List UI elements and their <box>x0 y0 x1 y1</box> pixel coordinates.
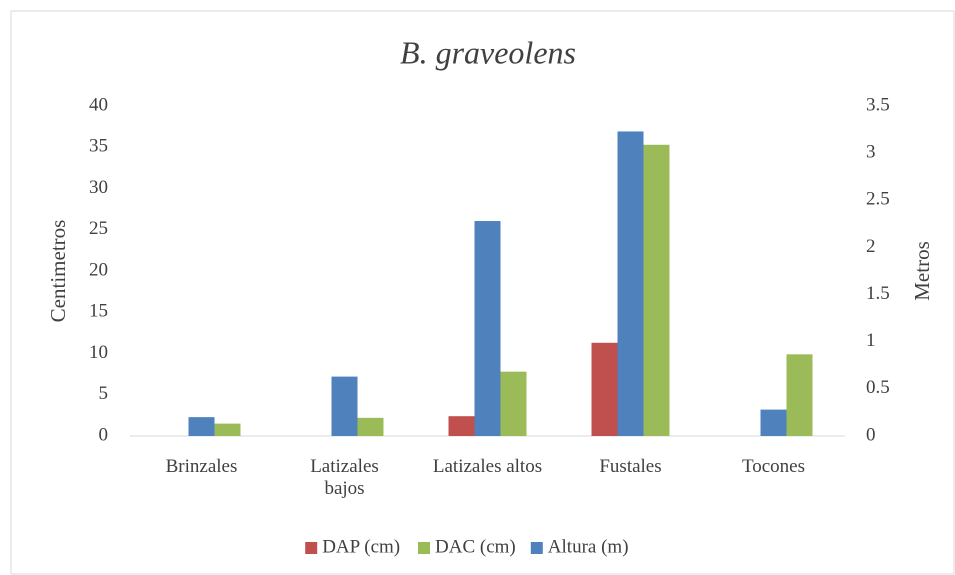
y-tick-label: 20 <box>89 259 108 280</box>
x-tick-label: Latizales bajos <box>310 456 379 499</box>
y2-axis-title: Metros <box>910 241 934 301</box>
chart-title: B. graveolens <box>400 34 576 70</box>
legend-swatch <box>530 542 543 554</box>
bar <box>214 423 241 436</box>
x-tick-label: Brinzales <box>165 456 238 477</box>
bar <box>474 221 501 436</box>
bar <box>331 376 358 436</box>
y2-tick-label: 1 <box>866 330 876 351</box>
y2-tick-label: 3 <box>866 142 876 163</box>
y-tick-label: 30 <box>89 177 108 198</box>
bar <box>786 354 813 436</box>
x-tick-label: Fustales <box>599 456 662 477</box>
y-tick-label: 0 <box>99 424 109 445</box>
x-tick-label: Tocones <box>741 456 806 477</box>
legend-label: DAC (cm) <box>435 536 516 557</box>
legend-label: DAP (cm) <box>322 536 400 557</box>
y-tick-label: 5 <box>99 383 109 404</box>
legend-swatch <box>305 542 318 554</box>
y-tick-label: 35 <box>89 136 108 157</box>
bar <box>500 371 527 436</box>
bar <box>760 409 787 436</box>
y2-tick-label: 1.5 <box>866 283 890 304</box>
y-tick-label: 10 <box>89 342 108 363</box>
y-tick-label: 40 <box>89 94 108 115</box>
y2-tick-label: 0 <box>866 424 876 445</box>
y-tick-label: 15 <box>89 301 108 322</box>
bar <box>448 416 475 436</box>
y2-tick-label: 0.5 <box>866 377 890 398</box>
bar <box>617 131 644 436</box>
bar <box>643 144 670 436</box>
bar <box>357 417 384 436</box>
y-tick-label: 25 <box>89 218 108 239</box>
legend-label: Altura (m) <box>548 536 629 557</box>
legend-swatch <box>418 542 430 554</box>
y2-tick-label: 3.5 <box>866 94 890 115</box>
bar <box>591 342 618 436</box>
y2-tick-label: 2 <box>866 236 876 257</box>
y2-tick-label: 2.5 <box>866 189 890 210</box>
bar <box>188 417 215 436</box>
y-axis-title: Centimetros <box>46 220 70 323</box>
x-tick-label: Latizales altos <box>432 456 543 477</box>
